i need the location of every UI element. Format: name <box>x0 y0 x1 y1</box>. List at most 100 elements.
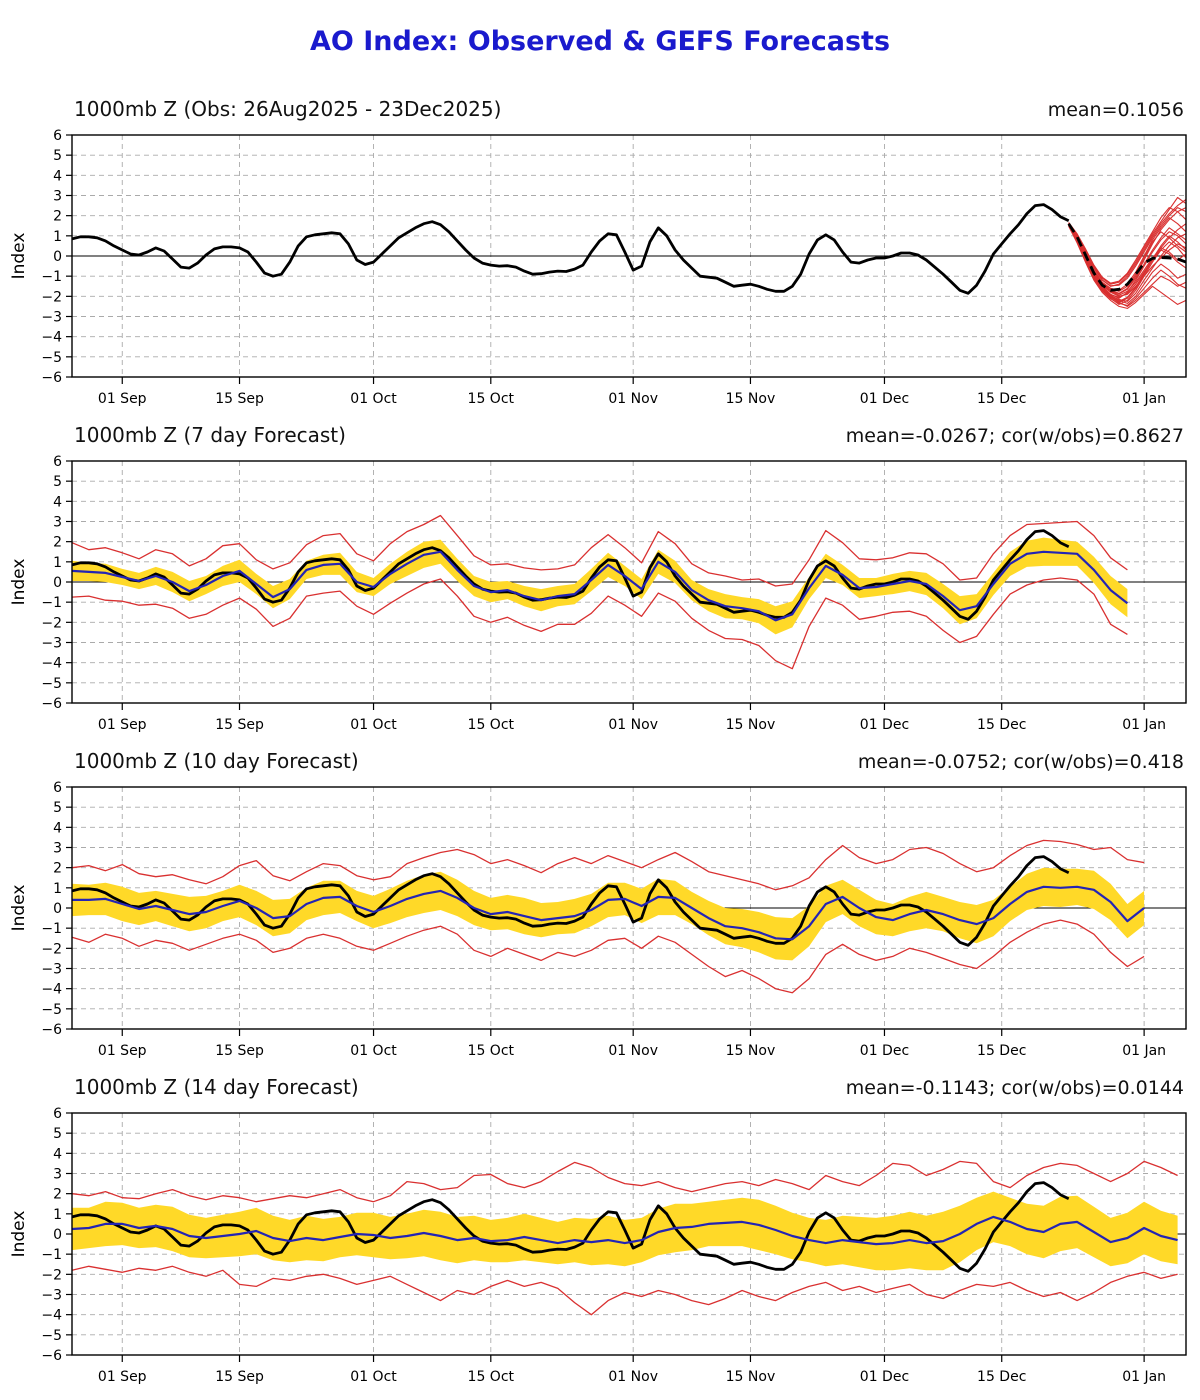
x-tick-label: 01 Jan <box>1122 1043 1166 1059</box>
y-axis-label: Index <box>9 885 29 932</box>
x-tick-label: 15 Oct <box>468 1043 515 1059</box>
y-tick-label: −4 <box>41 982 62 998</box>
x-tick-label: 15 Oct <box>468 717 515 733</box>
x-tick-label: 01 Nov <box>608 391 658 407</box>
panel-observed-stats: mean=0.1056 <box>1047 99 1184 121</box>
observed-line <box>71 203 1070 295</box>
y-tick-label: −2 <box>41 941 62 957</box>
y-tick-label: −1 <box>41 595 62 611</box>
x-tick-label: 15 Oct <box>468 1369 515 1385</box>
x-tick-label: 15 Oct <box>468 391 515 407</box>
x-tick-label: 15 Sep <box>215 1369 264 1385</box>
panel-observed-header: 1000mb Z (Obs: 26Aug2025 - 23Dec2025) me… <box>74 97 1184 121</box>
y-tick-label: 1 <box>53 555 62 571</box>
y-tick-label: 5 <box>53 474 62 490</box>
x-tick-label: 01 Oct <box>350 717 397 733</box>
y-axis-label: Index <box>9 559 29 606</box>
ensemble-member-line <box>1068 207 1187 287</box>
y-tick-label: 5 <box>53 148 62 164</box>
envelope-min-line <box>71 577 1128 670</box>
x-tick-label: 01 Oct <box>350 391 397 407</box>
y-tick-label: −3 <box>41 310 62 326</box>
y-tick-label: 1 <box>53 1207 62 1223</box>
y-tick-label: 4 <box>53 1146 62 1162</box>
page-title: AO Index: Observed & GEFS Forecasts <box>309 26 891 57</box>
ensemble-member-line <box>1068 225 1187 309</box>
x-tick-label: 15 Dec <box>977 1369 1026 1385</box>
ensemble-member-line <box>1068 224 1187 298</box>
y-tick-label: 2 <box>53 1187 62 1203</box>
y-tick-label: 1 <box>53 881 62 897</box>
x-tick-label: 01 Nov <box>608 1043 658 1059</box>
y-axis-label: Index <box>9 233 29 280</box>
panel-14day-stats: mean=-0.1143; cor(w/obs)=0.0144 <box>845 1077 1184 1099</box>
envelope-max-line <box>71 1160 1178 1203</box>
x-tick-label: 01 Jan <box>1122 717 1166 733</box>
y-tick-label: 3 <box>53 515 62 531</box>
y-tick-label: −4 <box>41 656 62 672</box>
y-tick-label: 0 <box>53 575 62 591</box>
ensemble-member-line <box>1068 207 1187 284</box>
y-tick-label: −5 <box>41 1328 62 1344</box>
y-tick-label: 3 <box>53 1167 62 1183</box>
x-tick-label: 01 Nov <box>608 717 658 733</box>
ensemble-member-line <box>1068 196 1187 285</box>
ensemble-spread-band <box>72 537 1128 635</box>
x-tick-label: 01 Oct <box>350 1043 397 1059</box>
y-tick-label: −3 <box>41 962 62 978</box>
y-tick-label: 0 <box>53 1227 62 1243</box>
x-tick-label: 01 Dec <box>860 1369 909 1385</box>
y-tick-label: 5 <box>53 800 62 816</box>
x-tick-label: 15 Dec <box>977 717 1026 733</box>
y-tick-label: 3 <box>53 841 62 857</box>
x-tick-label: 01 Sep <box>98 1043 147 1059</box>
panel-14day-title: 1000mb Z (14 day Forecast) <box>74 1075 359 1099</box>
x-tick-label: 15 Nov <box>726 1369 776 1385</box>
y-tick-label: 4 <box>53 168 62 184</box>
x-tick-label: 01 Oct <box>350 1369 397 1385</box>
forecast-mean-line <box>71 1215 1178 1246</box>
y-tick-label: 6 <box>53 1106 62 1122</box>
y-tick-label: −1 <box>41 269 62 285</box>
y-tick-label: −4 <box>41 1308 62 1324</box>
x-tick-label: 15 Nov <box>726 391 776 407</box>
panel-observed: 1000mb Z (Obs: 26Aug2025 - 23Dec2025) me… <box>0 95 1200 421</box>
y-tick-label: −6 <box>41 370 62 386</box>
x-tick-label: 15 Nov <box>726 1043 776 1059</box>
10day-forecast-chart: −6 −5 −4 −3 −2 −1 0 1 2 3 4 5 6 01 Sep 15 Sep 01 Oct 15 … <box>9 780 1187 1059</box>
y-tick-label: 2 <box>53 209 62 225</box>
panel-10day-header: 1000mb Z (10 day Forecast) mean=-0.0752;… <box>74 749 1184 773</box>
y-tick-label: −5 <box>41 676 62 692</box>
x-tick-label: 01 Sep <box>98 1369 147 1385</box>
x-tick-label: 01 Dec <box>860 1043 909 1059</box>
x-tick-label: 01 Dec <box>860 717 909 733</box>
y-tick-label: 4 <box>53 820 62 836</box>
y-tick-label: −4 <box>41 330 62 346</box>
ensemble-member-line <box>1068 225 1187 306</box>
x-tick-label: 01 Sep <box>98 391 147 407</box>
y-tick-label: −6 <box>41 696 62 712</box>
y-tick-label: 1 <box>53 229 62 245</box>
panel-observed-title: 1000mb Z (Obs: 26Aug2025 - 23Dec2025) <box>74 97 502 121</box>
observed-line <box>71 1181 1070 1273</box>
y-tick-label: −2 <box>41 289 62 305</box>
y-tick-label: −5 <box>41 350 62 366</box>
y-tick-label: 4 <box>53 494 62 510</box>
x-tick-label: 01 Jan <box>1122 391 1166 407</box>
x-tick-label: 15 Dec <box>977 391 1026 407</box>
x-tick-label: 01 Dec <box>860 391 909 407</box>
x-tick-label: 15 Dec <box>977 1043 1026 1059</box>
x-tick-label: 15 Sep <box>215 717 264 733</box>
observed-line <box>71 855 1070 947</box>
x-tick-label: 15 Sep <box>215 391 264 407</box>
ensemble-member-line <box>1068 224 1187 302</box>
y-tick-label: 6 <box>53 454 62 470</box>
y-tick-label: 6 <box>53 780 62 796</box>
x-tick-label: 01 Nov <box>608 1369 658 1385</box>
envelope-max-line <box>71 839 1145 891</box>
x-tick-label: 01 Sep <box>98 717 147 733</box>
y-tick-label: −3 <box>41 636 62 652</box>
ensemble-mean-dashed-line <box>1067 222 1187 292</box>
panel-14day-header: 1000mb Z (14 day Forecast) mean=-0.1143;… <box>74 1075 1184 1099</box>
